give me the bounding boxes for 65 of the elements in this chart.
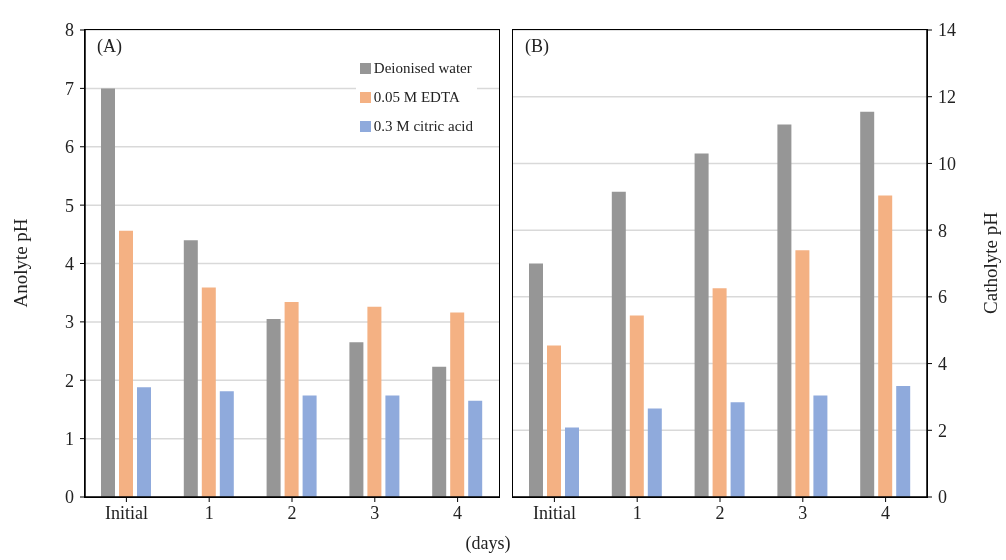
chart-title: (B) [525,36,549,57]
x-tick-label: Initial [532,502,576,523]
y2-tick-label: 0 [938,487,947,508]
bar [730,402,745,497]
y-tick-label: 2 [65,370,74,391]
x-tick-label: 3 [798,502,808,523]
legend-label: 0.3 M citric acid [373,117,473,136]
bar [450,312,465,497]
bar [432,366,447,497]
x-axis-title: (days) [464,533,512,554]
bar [712,288,727,497]
bar [284,302,299,497]
x-tick-label: 1 [632,502,642,523]
bar [565,427,579,497]
x-tick-label: 1 [204,502,214,523]
bar [219,391,234,497]
y2-tick-label: 10 [938,153,956,174]
bar [201,287,216,497]
bar [119,230,133,497]
x-tick-label: 2 [287,502,297,523]
y-tick-label: 3 [65,312,74,333]
bar [367,306,382,497]
y2-tick-label: 6 [938,287,947,308]
bar [878,195,893,497]
bar [385,395,400,497]
y-tick-label: 0 [65,487,74,508]
y-tick-label: 7 [65,78,74,99]
bar [349,342,364,497]
x-tick-label: 4 [453,502,463,523]
bar [468,400,483,497]
y2-tick-label: 14 [938,20,956,41]
bar [629,315,644,497]
y-tick-label: 5 [65,195,74,216]
bar [860,111,875,497]
legend-label: 0.05 M EDTA [373,88,460,107]
bar [777,124,792,497]
bar [896,385,911,497]
bar [611,191,626,497]
bar [302,395,317,497]
bar [266,318,281,497]
y2-tick-label: 8 [938,220,947,241]
bar [547,345,561,497]
x-tick-label: 2 [715,502,725,523]
y-tick-label: 8 [65,20,74,41]
bar [647,408,662,497]
x-tick-label: Initial [104,502,148,523]
bar [529,263,543,497]
y2-tick-label: 12 [938,87,956,108]
x-tick-label: 3 [370,502,380,523]
bar [101,88,115,497]
y-axis-title: Anolyte pH [10,216,32,310]
bar [813,395,828,497]
y-tick-label: 4 [65,253,74,274]
legend-label: Deionised water [373,59,472,78]
x-tick-label: 4 [881,502,891,523]
y-tick-label: 6 [65,137,74,158]
bar [694,153,709,497]
bar [183,240,198,497]
bar [137,387,151,497]
bar [795,250,810,497]
y-tick-label: 1 [65,429,74,450]
y2-tick-label: 4 [938,353,947,374]
chart-title: (A) [97,36,122,57]
y2-axis-title: Catholyte pH [980,210,1002,316]
y2-tick-label: 2 [938,420,947,441]
